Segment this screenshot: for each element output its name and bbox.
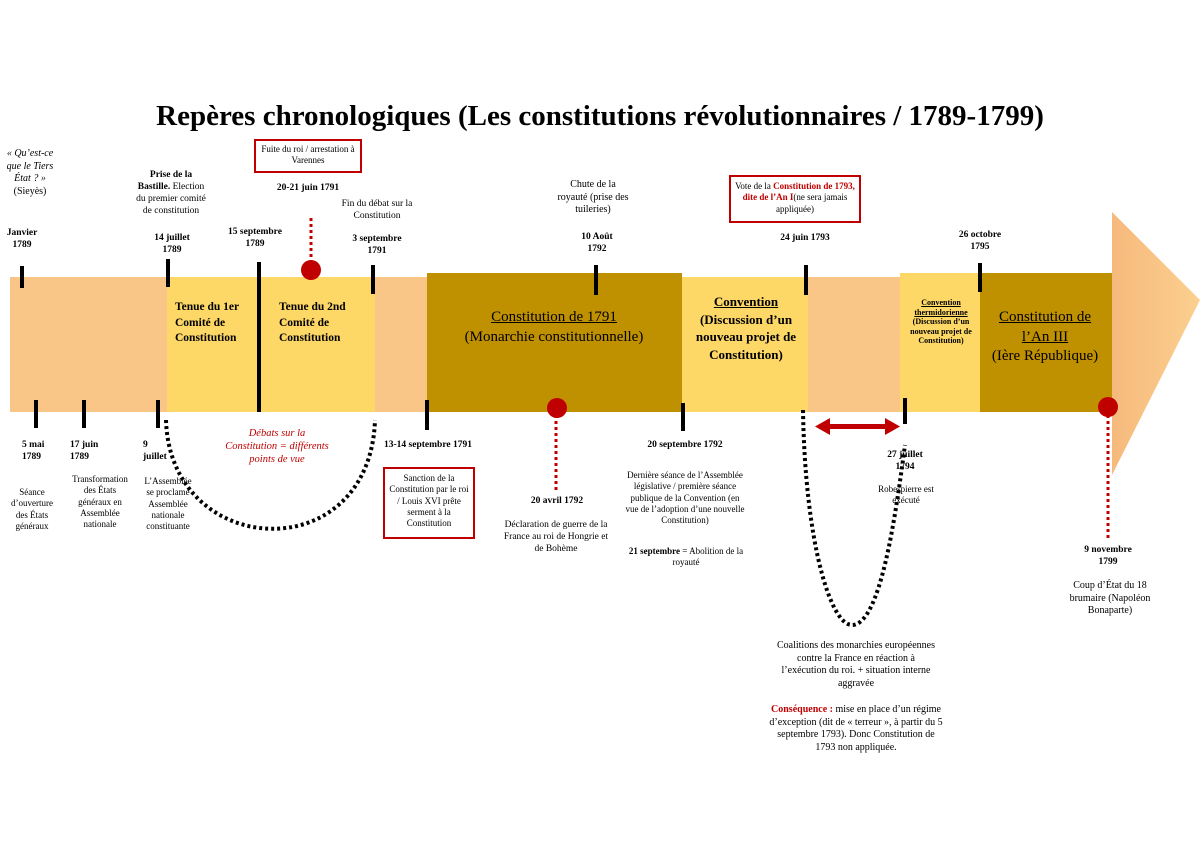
bastille-label: Prise de la Bastille. [137, 170, 193, 192]
date-nov9: 9 novembre 1799 [1084, 545, 1132, 567]
segment-an3 [980, 273, 1112, 412]
date-sep3: 3 septembre 1791 [352, 234, 402, 256]
tick-aug10 [594, 265, 598, 295]
consequence-desc: mise en place d’un régime d’exception (d… [769, 704, 943, 753]
segment-early [10, 277, 167, 412]
vote-pre: Vote de la [735, 181, 774, 191]
terror-double-arrow [815, 418, 900, 435]
may5-desc: Séance d’ouverture des États généraux [11, 487, 53, 531]
segment-subtitle-convention: (Discussion d’un nouveau projet de Const… [695, 311, 797, 362]
sep21-desc: = Abolition de la royauté [672, 546, 744, 568]
date-jul9: 9 juillet [143, 440, 167, 462]
tick-oct26 [978, 263, 982, 292]
apr20-desc: Déclaration de guerre de la France au ro… [503, 520, 609, 554]
tick-jan1789 [20, 266, 24, 288]
tick-sep3 [371, 265, 375, 294]
bastille-desc: Election du premier comité de constituti… [136, 181, 206, 216]
jun17-desc: Transformation des États généraux en Ass… [72, 474, 128, 529]
debats-label: Débats sur la Constitution = différents … [225, 428, 329, 466]
apr1792-dot [547, 398, 567, 418]
date-sep20: 20 septembre 1792 [647, 440, 723, 450]
segment-title-an3: Constitution de l’An III [998, 309, 1092, 345]
sieyes-quote: « Qu’est-ce que le Tiers État ? » [6, 148, 54, 184]
tick-jul9 [156, 400, 160, 428]
date-jun24: 24 juin 1793 [780, 233, 830, 243]
segment-subtitle-constitution-1791: (Monarchie constitutionnelle) [464, 328, 644, 345]
segment-committees [167, 277, 375, 412]
date-sep13: 13-14 septembre 1791 [384, 440, 472, 450]
segment-title-convention: Convention [713, 294, 779, 309]
date-aug10: 10 Août 1792 [581, 232, 613, 254]
coalition-dotted-curve [801, 409, 907, 628]
varennes-dot [301, 260, 321, 280]
sep21-date: 21 septembre [628, 546, 680, 556]
segment-label-first-committee: Tenue du 1er Comité de Constitution [175, 301, 239, 345]
date-sep15: 15 septembre 1789 [228, 227, 282, 249]
date-jun20: 20-21 juin 1791 [276, 183, 340, 193]
segment-title-thermidor: Convention thermidorienne [914, 298, 968, 317]
segment-gap-1791 [375, 277, 427, 412]
nov9-desc: Coup d’État du 18 brumaire (Napoléon Bon… [1069, 580, 1151, 616]
segment-title-constitution-1791: Constitution de 1791 [491, 309, 617, 325]
tick-jul14 [166, 259, 170, 287]
date-jun17: 17 juin 1789 [70, 440, 99, 462]
tick-sep13 [425, 400, 429, 430]
tick-jun24 [804, 265, 808, 295]
segment-convention [682, 277, 808, 412]
vote-constitution-1793: Constitution de 1793, dite de l’An I [742, 181, 855, 203]
segment-thermidor [900, 273, 980, 412]
coalitions-desc: Coalitions des monarchies européennes co… [776, 640, 935, 689]
sep20-desc: Dernière séance de l’Assemblée législati… [625, 470, 745, 525]
tick-sep20 [681, 403, 685, 431]
tick-may5 [34, 400, 38, 428]
sieyes-author: (Sieyès) [13, 185, 47, 197]
segment-subtitle-an3: (Ière République) [991, 348, 1099, 364]
varennes-box: Fuite du roi / arrestation à Varennes [254, 139, 362, 173]
date-jan1789: Janvier 1789 [6, 228, 38, 250]
jul9-desc: L’Assemblée se proclame Assemblée nation… [144, 476, 192, 531]
vote-1793-box: Vote de la Constitution de 1793, dite de… [729, 175, 861, 223]
segment-constitution-1791 [427, 273, 682, 412]
page-title: Repères chronologiques (Les constitution… [156, 100, 1044, 132]
tick-sep15 [257, 262, 261, 412]
segment-label-second-committee: Tenue du 2nd Comité de Constitution [279, 301, 346, 345]
date-may5: 5 mai 1789 [22, 440, 45, 462]
tick-jun17 [82, 400, 86, 428]
fin-debat-desc: Fin du débat sur la Constitution [341, 199, 413, 221]
date-apr20: 20 avril 1792 [530, 496, 584, 506]
tick-marks [20, 259, 982, 431]
chute-desc: Chute de la royauté (prise des tuileries… [557, 179, 629, 215]
date-jul27: 27 juillet 1794 [887, 450, 923, 472]
segment-subtitle-thermidor: (Discussion d’un nouveau projet de Const… [910, 317, 972, 346]
consequence-label: Conséquence : [771, 704, 833, 715]
date-oct26: 26 octobre 1795 [958, 230, 1002, 252]
sanction-box: Sanction de la Constitution par le roi /… [383, 467, 475, 539]
date-jul14: 14 juillet 1789 [154, 233, 190, 255]
vote-post: (ne sera jamais appliquée) [776, 192, 848, 214]
segment-terror [808, 277, 900, 412]
timeline-arrowhead [1112, 212, 1200, 475]
jul27-desc: Robespierre est exécuté [878, 484, 934, 506]
nov1799-dot [1098, 397, 1118, 417]
tick-jul27 [903, 398, 907, 424]
